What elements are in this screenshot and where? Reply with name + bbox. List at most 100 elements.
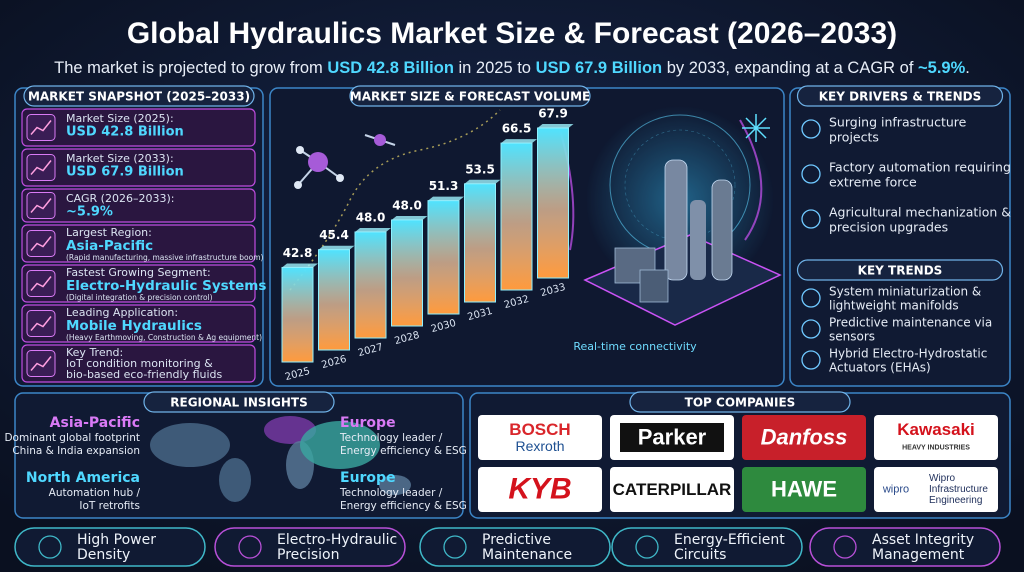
feature-icon — [38, 535, 62, 559]
world-map — [150, 416, 411, 502]
snowflake-icon — [742, 114, 770, 142]
driver-text: precision upgrades — [829, 220, 948, 235]
snapshot-label: Fastest Growing Segment: — [66, 266, 211, 279]
feature-text: Maintenance — [482, 547, 572, 563]
snapshot-line: IoT condition monitoring & — [66, 357, 213, 370]
snapshot-label: Largest Region: — [66, 226, 152, 239]
driver-text: Agricultural mechanization & — [829, 205, 1011, 220]
bar-top — [391, 215, 428, 220]
feature-pill — [611, 527, 803, 567]
logo-text: BOSCH — [509, 420, 570, 439]
logo-box — [742, 467, 866, 512]
snapshot-value: USD 42.8 Billion — [66, 125, 184, 140]
region-text: Energy efficiency & ESG — [340, 445, 467, 457]
feature-text: Management — [872, 547, 965, 563]
region-name: North America — [26, 470, 140, 486]
snapshot-card — [21, 188, 256, 223]
bar-top — [428, 196, 464, 201]
subtitle-part: USD 67.9 Billion — [536, 59, 663, 77]
region-text: IoT retrofits — [79, 500, 140, 512]
feature-text: Electro-Hydraulic — [277, 532, 397, 548]
value-label: 45.4 — [319, 228, 349, 242]
subtitle-part: The market is projected to grow from — [54, 59, 327, 77]
drivers-panel — [789, 87, 1011, 387]
bar-top — [464, 179, 501, 184]
subtitle-part: by 2033, expanding at a CAGR of — [662, 59, 918, 77]
feature-text: Precision — [277, 547, 339, 563]
feature-icon — [635, 535, 659, 559]
driver-icon — [801, 209, 821, 229]
logo-text: KYB — [508, 472, 571, 505]
driver-icon — [801, 119, 821, 139]
value-label: 42.8 — [283, 246, 313, 260]
region-text: Technology leader / — [339, 432, 443, 444]
logo-box — [478, 415, 602, 460]
companies-title: TOP COMPANIES — [685, 396, 796, 410]
bar-top — [537, 124, 574, 128]
snapshot-icon-glyph — [30, 120, 52, 135]
snapshot-value: Electro-Hydraulic Systems — [66, 278, 266, 294]
snapshot-icon-glyph — [30, 198, 52, 213]
region-name: Europe — [340, 415, 396, 431]
trend-text: Actuators (EHAs) — [829, 361, 931, 375]
regional-title-bg — [143, 391, 335, 413]
bar — [464, 183, 496, 303]
snapshot-label: Market Size (2033): — [66, 152, 174, 165]
snapshot-card — [21, 344, 256, 383]
snapshot-note: (Rapid manufacturing, massive infrastruc… — [66, 253, 264, 262]
region-text: Energy efficiency & ESG — [340, 500, 467, 512]
bar — [537, 127, 569, 279]
trend-text: sensors — [829, 330, 875, 344]
molecule-icon — [294, 134, 396, 189]
feature-icon — [443, 535, 467, 559]
driver-text: extreme force — [829, 175, 917, 190]
feature-text: Density — [77, 547, 130, 563]
trend-icon — [801, 319, 821, 339]
snapshot-label: Leading Application: — [66, 306, 178, 319]
logo-text: wipro — [882, 483, 909, 495]
bar — [391, 219, 423, 327]
logo-text: Danfoss — [761, 424, 848, 449]
subtitle-part: ~5.9% — [918, 59, 966, 77]
region-text: Dominant global footprint — [4, 432, 140, 444]
drivers-title: KEY DRIVERS & TRENDS — [819, 90, 982, 104]
trend-icon — [801, 350, 821, 370]
map-shape — [379, 475, 411, 495]
trend-dots — [289, 109, 501, 291]
bar — [318, 249, 350, 351]
chart-annotation: Real-time connectivity — [573, 340, 697, 353]
feature-text: Asset Integrity — [872, 532, 974, 548]
snapshot-note: (Heavy Earthmoving, Construction & Ag eq… — [66, 333, 262, 342]
logo-text: CATERPILLAR — [613, 480, 732, 499]
driver-text: Surging infrastructure — [829, 115, 967, 130]
trend-text: Hybrid Electro-Hydrostatic — [829, 347, 987, 361]
logo-text: Parker — [638, 424, 707, 449]
snapshot-value: USD 67.9 Billion — [66, 165, 184, 180]
region-text: Automation hub / — [49, 487, 141, 499]
trends-title: KEY TRENDS — [858, 264, 943, 278]
snapshot-icon — [26, 192, 56, 219]
bar — [281, 266, 314, 363]
subtitle-part: USD 42.8 Billion — [327, 59, 454, 77]
snapshot-card — [21, 264, 256, 303]
snapshot-card — [21, 108, 256, 147]
logo-box — [874, 415, 998, 460]
bar-top — [501, 139, 537, 144]
subtitle: The market is projected to grow from USD… — [54, 59, 970, 77]
region-text: Technology leader / — [339, 487, 443, 499]
snapshot-card — [21, 224, 256, 263]
feature-pill — [419, 527, 611, 567]
subtitle-part: . — [965, 59, 970, 77]
logo-box — [610, 467, 734, 512]
bar-top — [282, 263, 318, 268]
feature-text: Circuits — [674, 547, 726, 563]
snapshot-line: bio-based eco-friendly fluids — [66, 368, 223, 381]
snapshot-title-bg — [23, 85, 255, 107]
map-shape — [300, 421, 380, 469]
snapshot-icon-glyph — [30, 160, 52, 175]
region-text: China & India expansion — [12, 445, 140, 457]
snapshot-value: Mobile Hydraulics — [66, 318, 202, 334]
snapshot-icon — [26, 350, 56, 377]
